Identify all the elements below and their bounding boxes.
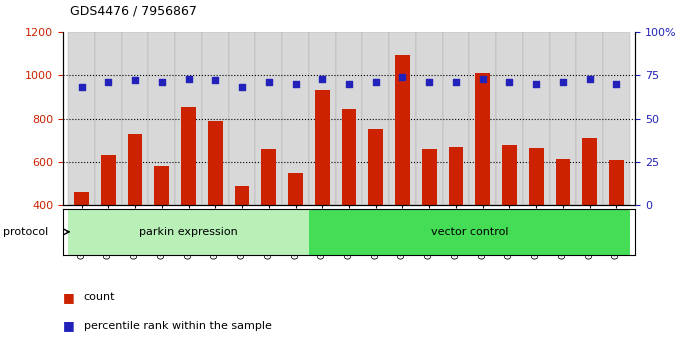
Text: protocol: protocol (3, 227, 49, 237)
Point (183, 76, 194, 81)
Text: ■: ■ (63, 319, 75, 332)
Bar (175, 32, 202, 205)
Bar (362, 32, 389, 205)
Bar (369, 130, 383, 292)
Bar (475, 73, 490, 292)
Bar (181, 107, 196, 292)
Bar (309, 32, 336, 205)
Point (129, 78, 140, 83)
Bar (121, 32, 149, 205)
Point (343, 81, 355, 87)
Bar (449, 147, 463, 292)
Bar (315, 90, 329, 292)
Bar (443, 32, 469, 205)
Bar (496, 32, 523, 205)
Text: vector control: vector control (431, 227, 508, 237)
Point (370, 79, 381, 85)
Bar (529, 148, 544, 292)
Bar (609, 160, 624, 292)
Bar (422, 149, 436, 292)
Bar (582, 138, 597, 292)
Point (530, 81, 542, 87)
Bar (336, 32, 362, 205)
Bar (101, 155, 116, 292)
Bar (523, 32, 549, 205)
Point (450, 79, 461, 85)
Point (290, 81, 301, 87)
Point (504, 79, 515, 85)
Text: percentile rank within the sample: percentile rank within the sample (84, 321, 272, 331)
Bar (95, 32, 121, 205)
Bar (556, 159, 570, 292)
Bar (202, 32, 229, 205)
Bar (288, 173, 303, 292)
Bar (549, 32, 577, 205)
Point (317, 76, 328, 81)
Bar (502, 144, 517, 292)
Point (237, 85, 248, 90)
Bar (389, 32, 416, 205)
Bar (74, 192, 89, 292)
Point (424, 79, 435, 85)
Text: ■: ■ (63, 291, 75, 304)
Bar (603, 32, 630, 205)
Point (611, 81, 622, 87)
Point (156, 79, 168, 85)
Bar (68, 32, 95, 205)
Point (584, 76, 595, 81)
Bar (128, 134, 142, 292)
Text: count: count (84, 292, 115, 302)
Bar (149, 32, 175, 205)
Point (477, 76, 489, 81)
Bar (341, 109, 357, 292)
Point (103, 79, 114, 85)
Bar (395, 55, 410, 292)
Bar (255, 32, 282, 205)
Point (209, 78, 221, 83)
Bar (309, 209, 630, 255)
Bar (469, 32, 496, 205)
Bar (416, 32, 443, 205)
Point (397, 74, 408, 80)
Bar (154, 166, 169, 292)
Bar (262, 149, 276, 292)
Bar (208, 121, 223, 292)
Bar (577, 32, 603, 205)
Point (76, 85, 87, 90)
Bar (68, 209, 309, 255)
Bar (282, 32, 309, 205)
Bar (229, 32, 255, 205)
Point (263, 79, 274, 85)
Text: parkin expression: parkin expression (139, 227, 238, 237)
Text: GDS4476 / 7956867: GDS4476 / 7956867 (70, 5, 197, 18)
Bar (235, 186, 249, 292)
Point (558, 79, 569, 85)
